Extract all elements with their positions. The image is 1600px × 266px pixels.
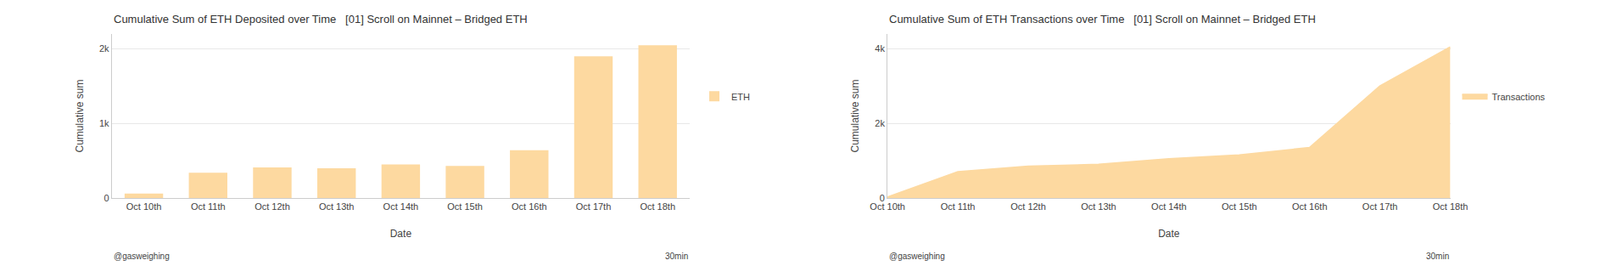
svg-text:Cumulative sum: Cumulative sum (73, 78, 86, 152)
svg-text:Cumulative Sum of ETH Transact: Cumulative Sum of ETH Transactions over … (889, 12, 1316, 26)
svg-text:Oct 13th: Oct 13th (1080, 201, 1117, 212)
svg-text:Transactions: Transactions (1492, 91, 1546, 102)
svg-text:2k: 2k (874, 117, 885, 129)
svg-text:Oct 16th: Oct 16th (1292, 201, 1328, 212)
svg-text:Oct 12th: Oct 12th (254, 201, 291, 212)
svg-text:1k: 1k (99, 117, 110, 129)
svg-text:4k: 4k (874, 43, 885, 54)
svg-text:Date: Date (390, 227, 413, 240)
svg-text:Oct 11th: Oct 11th (940, 201, 976, 212)
svg-text:Oct 14th: Oct 14th (1151, 201, 1187, 212)
svg-text:Oct 14th: Oct 14th (383, 201, 420, 212)
svg-text:Date: Date (1158, 227, 1181, 240)
svg-text:Oct 11th: Oct 11th (190, 201, 226, 212)
svg-text:Cumulative Sum of ETH Deposite: Cumulative Sum of ETH Deposited over Tim… (113, 12, 528, 26)
svg-text:Oct 18th: Oct 18th (1432, 201, 1469, 212)
svg-text:Oct 15th: Oct 15th (1221, 201, 1258, 212)
svg-text:@gasweighing: @gasweighing (113, 251, 170, 261)
svg-text:0: 0 (103, 192, 109, 203)
svg-text:Oct 17th: Oct 17th (1362, 201, 1399, 212)
svg-text:@gasweighing: @gasweighing (889, 251, 946, 261)
svg-text:30min: 30min (665, 251, 689, 261)
svg-text:0: 0 (879, 192, 885, 203)
svg-text:Oct 10th: Oct 10th (126, 201, 163, 212)
svg-text:Oct 10th: Oct 10th (869, 201, 906, 212)
svg-text:30min: 30min (1426, 251, 1449, 261)
svg-text:ETH: ETH (731, 91, 750, 102)
svg-text:Oct 18th: Oct 18th (639, 201, 676, 212)
svg-text:Oct 15th: Oct 15th (447, 201, 483, 212)
svg-text:Cumulative sum: Cumulative sum (849, 78, 862, 152)
svg-text:Oct 13th: Oct 13th (318, 201, 355, 212)
svg-text:2k: 2k (99, 43, 110, 54)
svg-text:Oct 16th: Oct 16th (511, 201, 548, 212)
svg-text:Oct 12th: Oct 12th (1010, 201, 1047, 212)
svg-text:Oct 17th: Oct 17th (576, 201, 612, 212)
